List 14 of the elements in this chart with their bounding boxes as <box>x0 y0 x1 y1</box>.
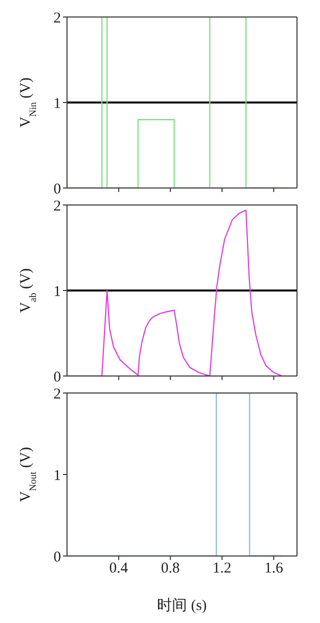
x-axis-title: 时间 (s) <box>157 597 207 614</box>
x-tick-label: 0.8 <box>160 560 180 577</box>
y-tick-label: 0 <box>54 181 61 198</box>
x-tick-label: 1.2 <box>212 560 232 577</box>
y-tick-label: 1 <box>54 284 61 300</box>
x-tick-label: 1.6 <box>264 560 284 577</box>
y-tick-label: 1 <box>54 96 61 112</box>
x-tick-label: 0.4 <box>109 560 129 577</box>
y-tick-label: 1 <box>54 468 61 484</box>
y-tick-label: 2 <box>54 198 61 214</box>
y-tick-label: 2 <box>54 10 61 26</box>
y-tick-label: 2 <box>54 386 61 402</box>
y-tick-label: 0 <box>54 549 61 566</box>
y-tick-label: 0 <box>54 369 61 386</box>
